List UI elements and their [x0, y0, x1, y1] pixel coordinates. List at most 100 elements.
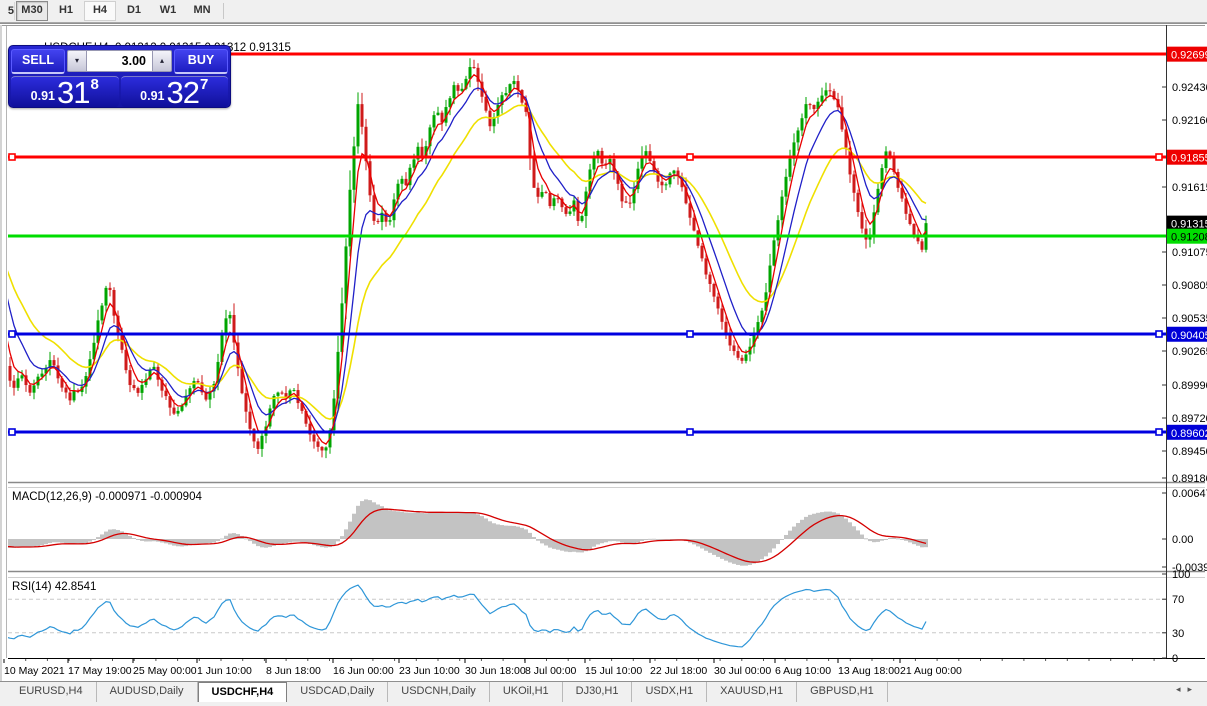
price-tick-label: 0.90805 [1172, 280, 1207, 292]
sell-price-prefix: 0.91 [30, 89, 55, 103]
buy-price-display[interactable]: 0.91 32 7 [120, 75, 228, 110]
timeframe-m15-partial[interactable]: 5 [0, 2, 15, 20]
date-label: 30 Jul 00:00 [714, 665, 771, 677]
tab-scroll-arrows: ◂▸ [1176, 684, 1199, 695]
level-handle[interactable] [1155, 330, 1163, 338]
level-handle[interactable] [686, 330, 694, 338]
rsi-tick-label: 70 [1172, 594, 1184, 606]
date-label: 22 Jul 18:00 [650, 665, 707, 677]
level-handle[interactable] [8, 428, 16, 436]
date-label: 15 Jul 10:00 [585, 665, 642, 677]
volume-increase-button[interactable]: ▴ [152, 50, 172, 72]
price-badge-0.92699: 0.92699 [1171, 50, 1207, 62]
timeframe-button-m30[interactable]: M30 [16, 1, 48, 21]
price-tick-label: 0.90265 [1172, 346, 1207, 358]
toolbar-separator [223, 3, 224, 19]
rsi-tick-label: 30 [1172, 628, 1184, 640]
price-tick-label: 0.91075 [1172, 247, 1207, 259]
price-badge-0.91208: 0.91208 [1171, 232, 1207, 244]
price-tick-label: 0.91615 [1172, 182, 1207, 194]
date-label: 21 Aug 00:00 [900, 665, 962, 677]
sell-price-pipette: 8 [90, 76, 99, 93]
date-label: 17 May 19:00 [68, 665, 132, 677]
date-label: 25 May 00:00 [133, 665, 197, 677]
chart-tab-usdcad-daily[interactable]: USDCAD,Daily [287, 682, 389, 702]
sell-price-display[interactable]: 0.91 31 8 [11, 75, 119, 110]
tab-scroll-right-icon[interactable]: ▸ [1187, 684, 1199, 694]
chart-tab-ukoil-h1[interactable]: UKOil,H1 [490, 682, 563, 702]
buy-button[interactable]: BUY [174, 48, 228, 74]
chart-tab-audusd-daily[interactable]: AUDUSD,Daily [97, 682, 198, 702]
chart-tab-gbpusd-h1[interactable]: GBPUSD,H1 [797, 682, 888, 702]
volume-input[interactable]: 3.00 [87, 50, 152, 72]
ma-slow-yellow [8, 104, 927, 420]
date-label: 13 Aug 18:00 [838, 665, 900, 677]
chart-tabbar: EURUSD,H4 AUDUSD,Daily USDCHF,H4 USDCAD,Dai… [0, 681, 1207, 702]
volume-stepper: ▾ 3.00 ▴ [67, 50, 172, 72]
volume-decrease-button[interactable]: ▾ [67, 50, 87, 72]
date-label: 6 Aug 10:00 [775, 665, 831, 677]
date-label: 10 May 2021 [4, 665, 65, 677]
sell-button[interactable]: SELL [11, 48, 65, 74]
timeframe-button-mn[interactable]: MN [193, 4, 211, 16]
ma-mid-blue [8, 87, 927, 434]
level-handle[interactable] [8, 330, 16, 338]
macd-tick-label: 0.00647 [1172, 488, 1207, 500]
level-handle[interactable] [686, 153, 694, 161]
date-label: 23 Jun 10:00 [399, 665, 460, 677]
buy-price-big: 32 [166, 75, 200, 110]
level-handle[interactable] [8, 153, 16, 161]
ma-fast-red [8, 73, 927, 445]
level-handle[interactable] [686, 428, 694, 436]
rsi-line [8, 584, 927, 648]
buy-price-prefix: 0.91 [140, 89, 165, 103]
chart-tab-usdchf-h4[interactable]: USDCHF,H4 [197, 682, 288, 702]
one-click-trade-panel: SELL ▾ 3.00 ▴ BUY 0.91 31 8 0.91 32 7 [8, 45, 231, 108]
macd-tick-label: 0.00 [1172, 534, 1193, 546]
rsi-label: RSI(14) 42.8541 [12, 581, 97, 593]
chart-tab-eurusd-h4[interactable]: EURUSD,H4 [6, 682, 97, 702]
price-badge-0.91855: 0.91855 [1171, 153, 1207, 165]
timeframe-button-h4[interactable]: H4 [84, 1, 116, 21]
buy-price-pipette: 7 [199, 76, 209, 93]
timeframe-button-d1[interactable]: D1 [126, 4, 142, 16]
date-label: 16 Jun 00:00 [333, 665, 394, 677]
level-handle[interactable] [1155, 153, 1163, 161]
chart-tab-dj30-h1[interactable]: DJ30,H1 [563, 682, 633, 702]
timeframe-button-w1[interactable]: W1 [159, 4, 177, 16]
tab-scroll-left-icon[interactable]: ◂ [1175, 684, 1188, 694]
level-handle[interactable] [1155, 428, 1163, 436]
price-badge-0.90405: 0.90405 [1171, 330, 1207, 342]
macd-signal-line [8, 508, 927, 563]
price-badge-0.89602: 0.89602 [1171, 428, 1207, 440]
sell-price-big: 31 [57, 75, 90, 110]
date-label: 30 Jun 18:00 [465, 665, 526, 677]
macd-histogram [8, 499, 928, 566]
chart-tab-xauusd-h1[interactable]: XAUUSD,H1 [707, 682, 798, 702]
rsi-tick-label: 100 [1172, 569, 1190, 581]
timeframe-toolbar: 5 M30 H1 H4 D1 W1 MN [0, 0, 1207, 23]
price-tick-label: 0.90535 [1172, 313, 1207, 325]
date-label: 8 Jul 00:00 [525, 665, 577, 677]
rsi-tick-label: 0 [1172, 653, 1178, 665]
date-label: 1 Jun 10:00 [197, 665, 252, 677]
chart-tab-usdx-h1[interactable]: USDX,H1 [632, 682, 708, 702]
panel-frame [0, 25, 1205, 681]
chart-tab-usdcnh-daily[interactable]: USDCNH,Daily [388, 682, 490, 702]
time-axis[interactable]: 10 May 2021 17 May 19:00 25 May 00:00 1 Jun… [3, 659, 1155, 677]
date-label: 8 Jun 18:00 [266, 665, 321, 677]
macd-label: MACD(12,26,9) -0.000971 -0.000904 [12, 491, 202, 503]
price-badge-0.91315: 0.91315 [1171, 219, 1207, 231]
timeframe-button-h1[interactable]: H1 [58, 4, 74, 16]
